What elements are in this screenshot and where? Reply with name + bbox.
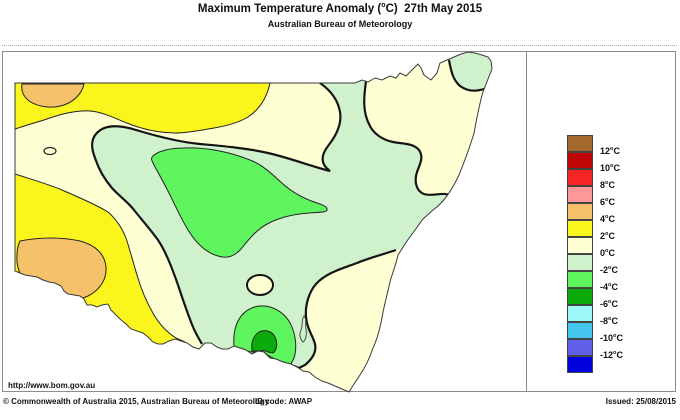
legend-label: 0oC xyxy=(600,248,615,258)
legend-swatch xyxy=(567,169,593,186)
page-title: Maximum Temperature Anomaly (oC) 27th Ma… xyxy=(197,1,483,15)
contour-small-oval xyxy=(43,146,57,156)
dotted-separator xyxy=(2,45,677,46)
legend-swatch xyxy=(567,203,593,220)
page-subtitle: Australian Bureau of Meteorology xyxy=(267,19,413,29)
bom-url: http://www.bom.gov.au xyxy=(8,381,96,390)
legend-swatch xyxy=(567,356,593,373)
legend-label: 2oC xyxy=(600,231,615,241)
legend-label: -6oC xyxy=(600,299,618,309)
legend-label: 10oC xyxy=(600,163,620,173)
legend-swatch xyxy=(567,322,593,339)
contour-0c-main xyxy=(91,82,342,345)
legend-label: -8oC xyxy=(600,316,618,326)
legend-label: -4oC xyxy=(600,282,618,292)
region-deepgreen-core xyxy=(251,330,278,354)
legend-label: 6oC xyxy=(600,197,615,207)
region-cream-oval xyxy=(246,274,274,296)
region-green-central xyxy=(151,147,328,258)
legend-label: -2oC xyxy=(600,265,618,275)
region-orange-northwest xyxy=(21,83,85,108)
legend-swatch xyxy=(567,237,593,254)
legend: 12oC 10oC 8oC 6oC 4oC 2oC 0oC -2oC -4oC -6oC -8oC -… xyxy=(567,135,677,375)
copyright-text: © Commonwealth of Australia 2015, Austra… xyxy=(3,397,270,406)
legend-swatch xyxy=(567,339,593,356)
act-border xyxy=(299,315,307,343)
legend-swatch xyxy=(567,152,593,169)
legend-label: -10oC xyxy=(600,333,623,343)
legend-label: -12oC xyxy=(600,350,623,360)
legend-swatch xyxy=(567,186,593,203)
region-orange-west xyxy=(16,237,107,302)
legend-swatch xyxy=(567,271,593,288)
region-mint-ne-tip xyxy=(447,52,492,91)
legend-swatch xyxy=(567,135,593,152)
legend-swatch xyxy=(567,288,593,305)
nsw-state-border xyxy=(14,51,493,393)
id-code-text: ID code: AWAP xyxy=(255,397,313,406)
legend-swatch xyxy=(567,305,593,322)
panel-divider xyxy=(526,51,527,392)
legend-swatch xyxy=(567,254,593,271)
contour-0c-ne-tip xyxy=(447,59,485,92)
legend-label: 12oC xyxy=(600,146,620,156)
contour-2c-north xyxy=(15,82,271,134)
legend-label: 4oC xyxy=(600,214,615,224)
issued-date: Issued: 25/08/2015 xyxy=(605,397,676,406)
contour-0c-southeast xyxy=(293,248,397,370)
legend-label: 8oC xyxy=(600,180,615,190)
contour-2c-south xyxy=(15,173,186,343)
map-panel-frame xyxy=(2,51,676,392)
legend-swatch xyxy=(567,220,593,237)
